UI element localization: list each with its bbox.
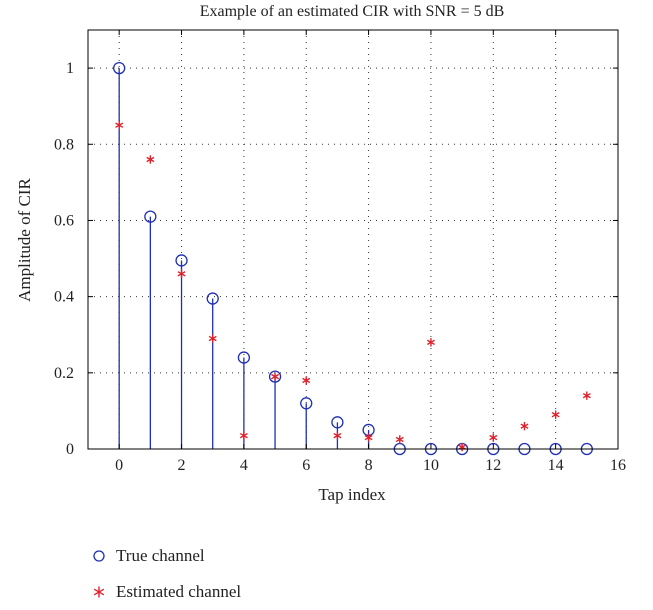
- y-tick-label: 0.4: [54, 289, 74, 306]
- estimated-channel-point: [208, 334, 217, 343]
- legend-label-true-channel: True channel: [116, 546, 205, 565]
- estimated-channel-point: [520, 421, 529, 431]
- circle-marker-icon: [88, 549, 110, 563]
- x-axis-ticks: 0 2 4 6 8 10 12 14 16: [115, 30, 626, 474]
- true-channel-point: [268, 370, 282, 383]
- x-tick-label: 2: [178, 457, 186, 474]
- x-tick-label: 4: [240, 457, 248, 474]
- estimated-channel-point: [302, 376, 311, 385]
- chart-title: Example of an estimated CIR with SNR = 5…: [200, 3, 505, 20]
- y-tick-label: 1: [66, 60, 74, 77]
- true-channel-point: [144, 210, 157, 223]
- y-tick-label: 0: [66, 441, 74, 458]
- y-tick-label: 0.2: [54, 365, 74, 382]
- estimated-channel-point: [489, 433, 498, 442]
- y-tick-label: 0.8: [54, 136, 74, 153]
- legend-label-estimated-channel: Estimated channel: [116, 582, 242, 601]
- true-channel-point: [175, 254, 188, 267]
- asterisk-marker-icon: [88, 585, 110, 599]
- true-channel-point: [331, 416, 344, 429]
- true-channel-point: [237, 351, 251, 364]
- estimated-channel-point: [395, 435, 404, 444]
- y-axis-label: Amplitude of CIR: [15, 177, 34, 301]
- legend-item-true-channel: True channel: [88, 538, 241, 574]
- estimated-channel-point: [458, 442, 467, 452]
- estimated-channel-point: [364, 433, 373, 442]
- y-axis-ticks: 0 0.2 0.4 0.6 0.8 1: [54, 60, 618, 458]
- x-tick-label: 8: [365, 457, 373, 474]
- estimated-channel-point: [146, 155, 155, 164]
- grid-lines: [88, 30, 619, 450]
- estimated-channel-point: [239, 431, 248, 440]
- estimated-channel-point: [177, 269, 186, 278]
- legend-item-estimated-channel: Estimated channel: [88, 574, 241, 610]
- estimated-channel-point: [333, 431, 342, 440]
- x-tick-label: 14: [548, 457, 564, 474]
- true-channel-point: [113, 61, 126, 75]
- x-tick-label: 0: [115, 457, 123, 474]
- estimated-channel-point: [115, 121, 124, 130]
- estimated-channel-point: [271, 372, 280, 381]
- x-axis-label: Tap index: [318, 485, 386, 504]
- true-channel-point: [300, 397, 313, 410]
- plot-frame: [87, 29, 619, 450]
- legend: True channel Estimated channel: [88, 538, 241, 610]
- estimated-channel-point: [551, 410, 560, 419]
- true-channel-point: [206, 292, 219, 305]
- data-markers: [113, 61, 593, 456]
- estimated-channel-point: [582, 391, 591, 400]
- y-tick-label: 0.6: [54, 212, 74, 229]
- x-tick-label: 16: [610, 457, 626, 474]
- x-tick-label: 6: [302, 457, 310, 474]
- x-tick-label: 12: [485, 457, 501, 474]
- estimated-channel-point: [426, 338, 435, 347]
- x-tick-label: 10: [423, 457, 439, 474]
